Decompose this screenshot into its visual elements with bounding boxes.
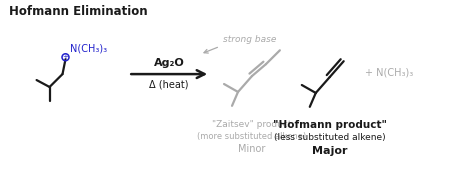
- Text: Major: Major: [312, 146, 347, 155]
- Text: "Zaitsev" product: "Zaitsev" product: [212, 120, 292, 129]
- Text: Ag₂O: Ag₂O: [154, 58, 184, 68]
- Text: Δ (heat): Δ (heat): [149, 79, 189, 89]
- Text: (less substituted alkene): (less substituted alkene): [274, 133, 385, 142]
- Text: "Hofmann product": "Hofmann product": [273, 120, 387, 130]
- Text: (more substituted alkene): (more substituted alkene): [197, 132, 307, 141]
- Text: + N(CH₃)₃: + N(CH₃)₃: [365, 67, 413, 77]
- Text: +: +: [63, 54, 68, 60]
- Text: Hofmann Elimination: Hofmann Elimination: [9, 5, 147, 18]
- Text: N(CH₃)₃: N(CH₃)₃: [71, 43, 108, 53]
- Text: Minor: Minor: [238, 143, 265, 154]
- Text: strong base: strong base: [223, 35, 276, 44]
